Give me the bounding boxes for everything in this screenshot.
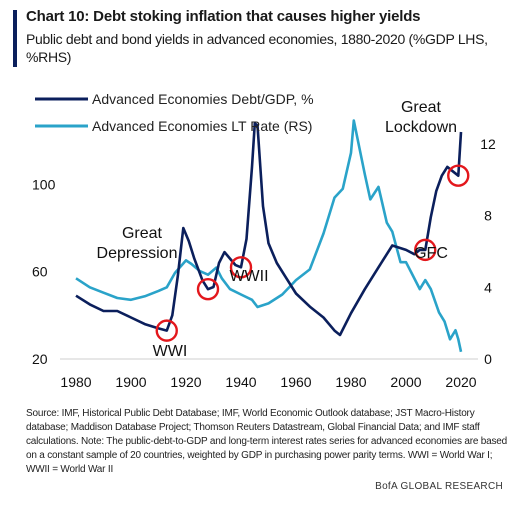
y-left-tick-label: 20: [32, 351, 48, 367]
chart-title: Chart 10: Debt stoking inflation that ca…: [26, 8, 421, 25]
chart-subtitle: Public debt and bond yields in advanced …: [26, 31, 488, 65]
highlight-circle-wwii: [229, 256, 253, 279]
x-tick-label: 1980: [60, 374, 91, 390]
chart-svg: 1980 1900 1920 1940 1960 1980 2000 202020601000…: [32, 91, 496, 390]
series-line-lt-rate: [75, 119, 463, 353]
y-right-tick-label: 4: [484, 279, 492, 295]
annotation-label-wwii: WWII: [229, 268, 268, 285]
x-tick-label: 1960: [280, 374, 311, 390]
y-left-tick-label: 100: [32, 176, 56, 192]
annotation-label-gfc: GFC: [414, 245, 448, 262]
x-tick-label: 2000: [390, 374, 421, 390]
x-tick-label: 1980: [335, 374, 366, 390]
annotation-label-great-lockdown: Great: [401, 99, 442, 116]
x-tick-label: 2020: [445, 374, 476, 390]
annotation-label-great-depression: Depression: [97, 245, 178, 262]
source-note: Source: IMF, Historical Public Debt Data…: [26, 408, 508, 475]
y-left-tick-label: 60: [32, 264, 48, 280]
x-tick-label: 1920: [170, 374, 201, 390]
highlight-circle-wwi: [155, 319, 178, 342]
brand-label: BofA GLOBAL RESEARCH: [375, 481, 503, 492]
y-right-tick-label: 0: [484, 351, 492, 367]
series-line-debt-gdp: [75, 122, 463, 337]
y-right-tick-label: 12: [480, 136, 496, 152]
annotation-label-great-lockdown: Lockdown: [385, 119, 457, 136]
x-tick-label: 1900: [115, 374, 146, 390]
highlight-circle-gfc: [414, 238, 437, 262]
highlight-circle-great-depression: [196, 277, 220, 301]
x-tick-label: 1940: [225, 374, 256, 390]
annotation-label-great-depression: Great: [122, 225, 163, 242]
legend-label-lt-rate: Advanced Economies LT Rate (RS): [92, 118, 312, 134]
title-accent-bar: [13, 10, 17, 67]
annotation-label-wwi: WWI: [153, 343, 188, 360]
y-right-tick-label: 8: [484, 208, 492, 224]
highlight-circle-great-lockdown: [447, 164, 470, 187]
legend-label-debt: Advanced Economies Debt/GDP, %: [92, 91, 314, 107]
